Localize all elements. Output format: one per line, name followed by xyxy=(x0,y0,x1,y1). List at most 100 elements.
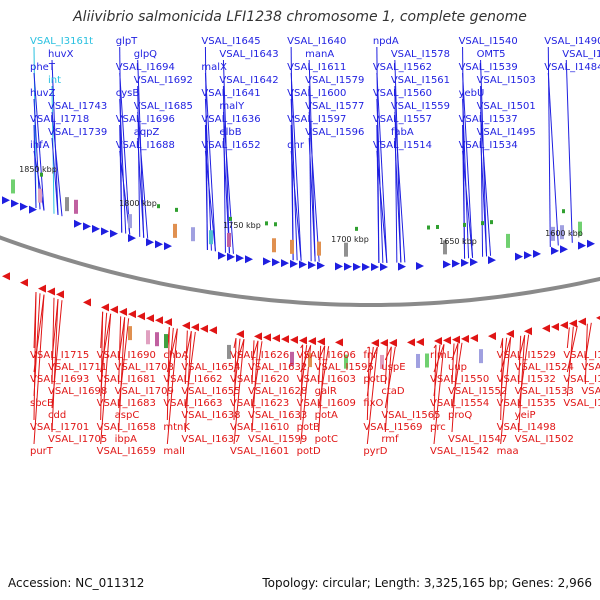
gene-label: VSAL_I1611 xyxy=(287,62,346,73)
reverse-gene-arrow xyxy=(335,338,343,347)
reverse-gene-arrow xyxy=(83,298,91,307)
forward-gene-arrow xyxy=(560,245,568,254)
reverse-gene-arrow xyxy=(137,312,145,321)
gene-label: VSAL_I1652 xyxy=(201,140,260,151)
reverse-gene-arrow xyxy=(488,332,496,341)
leader-line xyxy=(384,346,396,409)
leader-line xyxy=(51,298,59,433)
reverse-gene-arrow xyxy=(38,284,46,293)
gene-label: VSAL_I1542 xyxy=(430,446,489,457)
gene-label: VSAL_I1663 xyxy=(163,398,222,409)
gene-label: pheT xyxy=(30,62,56,73)
reverse-gene-arrow xyxy=(119,307,127,316)
feature-block xyxy=(290,239,294,254)
feature-block xyxy=(443,240,447,255)
feature-marker xyxy=(157,204,160,209)
leader-line xyxy=(433,344,437,421)
leader-line xyxy=(204,98,212,251)
gene-label: huvZ xyxy=(30,88,56,99)
gene-label: yebU xyxy=(459,88,485,99)
gene-label: VSAL_I1610 xyxy=(230,422,289,433)
leader-line xyxy=(204,124,208,250)
gene-label: VSAL_I1637 xyxy=(181,434,240,445)
feature-block xyxy=(146,330,150,345)
feature-marker xyxy=(274,222,277,227)
forward-gene-arrow xyxy=(2,196,10,205)
leader-line xyxy=(119,124,123,233)
scale-tick-label: 1700 kbp xyxy=(331,235,369,244)
gene-label: VSAL_I1603 xyxy=(297,374,356,385)
feature-block xyxy=(344,242,348,257)
leader-line xyxy=(51,137,59,216)
reverse-gene-arrow xyxy=(290,335,298,344)
forward-gene-arrow xyxy=(290,259,298,268)
gene-label: npdA xyxy=(373,36,399,47)
forward-gene-arrow xyxy=(452,259,460,268)
gene-label: VSAL_I1547 xyxy=(448,434,507,445)
leader-line xyxy=(251,340,255,385)
gene-label: VSAL_I1595 xyxy=(315,362,374,373)
gene-label: VSAL_I1503 xyxy=(477,75,536,86)
forward-gene-arrow xyxy=(551,246,559,255)
feature-block xyxy=(191,227,195,242)
leader-line xyxy=(462,124,466,259)
leader-line xyxy=(33,150,45,211)
gene-label: VSAL_I1626 xyxy=(230,350,289,361)
gene-label: VSAL_I1623 xyxy=(230,398,289,409)
gene-label: VSAL_I1645 xyxy=(201,36,260,47)
reverse-gene-arrow xyxy=(191,323,199,332)
gene-label: VSAL_I1559 xyxy=(391,101,450,112)
forward-gene-arrow xyxy=(110,229,118,238)
reverse-gene-arrow xyxy=(407,338,415,347)
reverse-gene-arrow xyxy=(254,332,262,341)
gene-label: VSAL_I1537 xyxy=(459,114,518,125)
map-title: Aliivibrio salmonicida LFI1238 chromosom… xyxy=(73,9,527,25)
forward-gene-arrow xyxy=(470,258,478,267)
leader-line xyxy=(547,72,559,246)
gene-label: potD xyxy=(297,446,321,457)
gene-label: VSAL_I1743 xyxy=(48,101,107,112)
gene-label: VSAL_I1557 xyxy=(373,114,432,125)
gene-label: VSAL_I1554 xyxy=(430,398,489,409)
forward-gene-arrow xyxy=(227,252,235,261)
gene-label: malX xyxy=(201,62,227,73)
feature-block xyxy=(38,188,42,203)
gene-label: VSAL_I1620 xyxy=(230,374,289,385)
reverse-gene-arrow xyxy=(416,337,424,346)
gene-label: VSAL_I1501 xyxy=(477,101,536,112)
feature-block xyxy=(155,332,159,347)
gene-label: VSAL_I1569 xyxy=(363,422,422,433)
gene-label: malI xyxy=(163,446,185,457)
forward-gene-arrow xyxy=(281,259,289,268)
gene-label: VSAL_I1692 xyxy=(134,75,193,86)
feature-marker xyxy=(463,222,466,227)
scale-tick-label: 1750 kbp xyxy=(223,221,261,230)
feature-marker xyxy=(436,224,439,229)
gene-label: VSAL_I1708 xyxy=(115,362,174,373)
gene-label: VSAL_I1698 xyxy=(48,386,107,397)
gene-label: VSAL_I1502 xyxy=(515,434,574,445)
gene-label: galR xyxy=(315,386,337,397)
forward-gene-arrow xyxy=(335,262,343,271)
gene-label: VSAL_I1506 xyxy=(581,362,600,373)
feature-block xyxy=(128,214,132,229)
gene-label: potC xyxy=(315,434,338,445)
gene-label: VSAL_I1561 xyxy=(391,75,450,86)
forward-gene-arrow xyxy=(353,262,361,271)
leader-line xyxy=(308,137,316,262)
feature-block xyxy=(416,353,420,368)
reverse-gene-arrow xyxy=(2,272,10,281)
gene-label: VSAL_I1565 xyxy=(381,410,440,421)
gene-label: VSAL_I1655 xyxy=(181,386,240,397)
reverse-gene-arrow xyxy=(461,334,469,343)
leader-line xyxy=(290,72,302,261)
gene-label: OMT5 xyxy=(477,49,506,60)
feature-marker xyxy=(562,209,565,214)
leader-line xyxy=(51,111,63,217)
reverse-gene-arrow xyxy=(452,335,460,344)
gene-label: VSAL_I1633 xyxy=(248,410,307,421)
gene-label: VSAL_I1696 xyxy=(116,114,175,125)
forward-gene-arrow xyxy=(308,261,316,270)
forward-gene-arrow xyxy=(578,241,586,250)
reverse-gene-arrow xyxy=(389,338,397,347)
